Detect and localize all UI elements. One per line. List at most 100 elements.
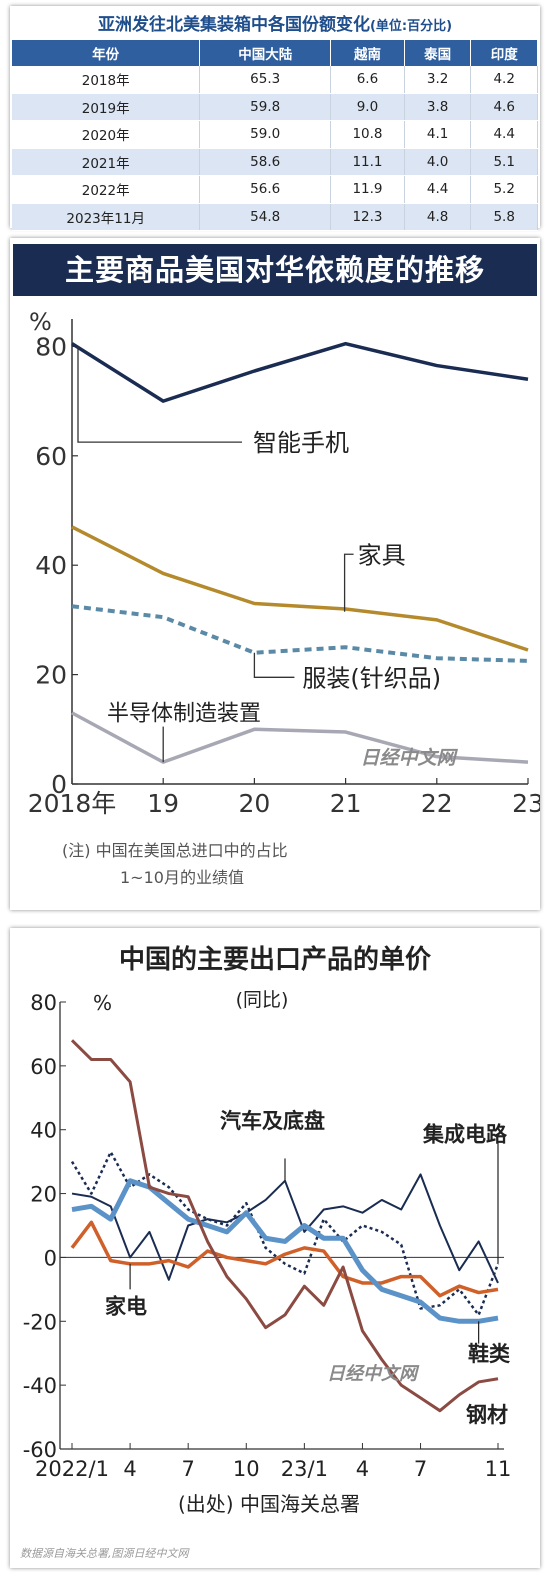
table-header-cell: 泰国 — [404, 40, 472, 66]
table-row: 2021年 58.6 11.1 4.0 5.1 — [12, 148, 538, 176]
label-steel: 钢材 — [466, 1403, 508, 1427]
chart2-series-line-3 — [71, 1178, 499, 1324]
y-tick-label: 0 — [51, 770, 67, 799]
chart2-watermark: 日经中文网 — [327, 1363, 420, 1384]
table-cell: 58.6 — [199, 148, 332, 176]
table-cell: 2022年 — [12, 175, 201, 204]
unit-price-chart-panel: 中国的主要出口产品的单价 (同比)% 80 60 40 20 0 -20 -40 -60 2022/… — [10, 928, 540, 1568]
table-cell: 3.2 — [404, 66, 472, 94]
chart2-unit: % — [93, 991, 112, 1015]
chart2-y-tick-label: -60 — [23, 1438, 57, 1462]
chart2-x-tick-label: 23/1 — [281, 1457, 328, 1481]
chart2-y-tick-label: 60 — [30, 1055, 57, 1079]
chart2-x-tick-label: 7 — [181, 1457, 194, 1481]
chart2-x-tick-label: 2022/1 — [35, 1457, 109, 1481]
chart2-y-tick-label: 20 — [30, 1183, 57, 1207]
dependency-chart-panel: 主要商品美国对华依赖度的推移 % 0 20 40 60 80 2018年 19 20 21 22 23… — [10, 238, 540, 910]
table-cell: 54.8 — [199, 203, 332, 231]
table-cell: 59.8 — [199, 93, 332, 121]
table-row: 2019年 59.8 9.0 3.8 4.6 — [12, 93, 538, 121]
table-header-cell: 印度 — [470, 40, 538, 66]
leader-smartphone — [77, 346, 242, 443]
table-cell: 4.6 — [470, 93, 538, 121]
chart1-watermark: 日经中文网 — [360, 747, 458, 769]
chart2-series-line-1 — [71, 1173, 499, 1284]
table-cell: 12.3 — [330, 203, 405, 231]
table-cell: 65.3 — [199, 66, 332, 94]
y-tick-label: 60 — [35, 442, 67, 471]
chart2-y-tick-label: -40 — [23, 1374, 57, 1398]
table-cell: 4.4 — [470, 120, 538, 149]
chart2-x-tick-label: 11 — [485, 1457, 512, 1481]
table-cell: 4.2 — [470, 66, 538, 94]
series-line-1 — [71, 525, 529, 652]
table-title-text: 亚洲发往北美集装箱中各国份额变化 — [97, 15, 370, 35]
share-table: 年份 中国大陆 越南 泰国 印度 2018年 65.3 6.6 3.2 4.2 2019年 59.8… — [12, 40, 538, 231]
chart2-subtitle: (同比) — [236, 989, 289, 1011]
table-header-cell: 越南 — [330, 40, 405, 66]
label-shoes: 鞋类 — [468, 1342, 511, 1366]
table-row: 2020年 59.0 10.8 4.1 4.4 — [12, 120, 538, 149]
label-appliance: 家电 — [105, 1294, 147, 1318]
table-cell: 5.2 — [470, 175, 538, 204]
table-cell: 4.1 — [404, 120, 472, 149]
x-tick-label: 19 — [147, 789, 179, 818]
chart2-x-tick-label: 4 — [356, 1457, 369, 1481]
table-row: 2018年 65.3 6.6 3.2 4.2 — [12, 66, 538, 94]
table-cell: 3.8 — [404, 93, 472, 121]
x-tick-label: 2018年 — [28, 789, 117, 818]
chart2-svg: 中国的主要出口产品的单价 (同比)% 80 60 40 20 0 -20 -40 -602022/… — [23, 944, 512, 1516]
x-tick-label: 20 — [238, 789, 270, 818]
table-cell: 56.6 — [199, 175, 332, 204]
table-cell: 59.0 — [199, 120, 332, 149]
label-smartphone: 智能手机 — [253, 429, 349, 457]
series-line-2 — [71, 604, 529, 663]
table-header-cell: 年份 — [12, 40, 201, 66]
chart2-x-tick-label: 10 — [233, 1457, 260, 1481]
series-line-3 — [71, 711, 529, 764]
table-cell: 4.4 — [404, 175, 472, 204]
label-auto: 汽车及底盘 — [220, 1109, 325, 1133]
table-cell: 11.9 — [330, 175, 405, 204]
table-cell: 10.8 — [330, 120, 405, 149]
chart1-note1: (注) 中国在美国总进口中的占比 — [62, 841, 288, 860]
chart2-series-line-4 — [70, 1039, 499, 1413]
chart2-x-tick-label: 4 — [123, 1457, 136, 1481]
label-apparel: 服装(针织品) — [302, 664, 441, 692]
chart2-title: 中国的主要出口产品的单价 — [119, 944, 432, 975]
leader-furniture — [343, 553, 354, 612]
table-row: 2022年 56.6 11.9 4.4 5.2 — [12, 175, 538, 204]
chart2-x-tick-label: 7 — [414, 1457, 427, 1481]
share-table-panel: 亚洲发往北美集装箱中各国份额变化(单位:百分比) 年份 中国大陆 越南 泰国 印度 20… — [10, 6, 540, 231]
y-tick-label: 20 — [35, 661, 67, 690]
table-cell: 2020年 — [12, 120, 201, 149]
source-footnote: 数据源自海关总署,图源日经中文网 — [20, 1547, 189, 1560]
chart2-series-line-2 — [70, 1220, 499, 1298]
chart2-y-tick-label: 80 — [30, 991, 57, 1015]
table-body: 2018年 65.3 6.6 3.2 4.2 2019年 59.8 9.0 3.8 4.6 2020… — [12, 66, 538, 231]
chart2-source: (出处) 中国海关总署 — [178, 1492, 360, 1516]
chart1-note2: 1~10月的业绩值 — [120, 868, 244, 887]
table-cell: 5.8 — [470, 203, 538, 231]
table-header-cell: 中国大陆 — [199, 40, 332, 66]
table-cell: 6.6 — [330, 66, 405, 94]
table-cell: 2019年 — [12, 93, 201, 121]
label-ic: 集成电路 — [422, 1122, 508, 1146]
y-tick-label: 80 — [35, 332, 67, 361]
table-cell: 11.1 — [330, 148, 405, 176]
leader-apparel — [253, 652, 295, 678]
chart2-y-tick-label: 40 — [30, 1119, 57, 1143]
chart2-y-tick-label: 0 — [44, 1246, 57, 1270]
table-cell: 2018年 — [12, 66, 201, 94]
x-tick-label: 22 — [421, 789, 453, 818]
table-cell: 2023年11月 — [12, 203, 201, 231]
table-cell: 9.0 — [330, 93, 405, 121]
table-unit: (单位:百分比) — [369, 19, 453, 34]
table-row: 2023年11月 54.8 12.3 4.8 5.8 — [12, 203, 538, 231]
x-tick-label: 21 — [330, 789, 362, 818]
table-cell: 5.1 — [470, 148, 538, 176]
label-furniture: 家具 — [358, 541, 406, 569]
y-unit-label: % — [29, 308, 52, 336]
table-title: 亚洲发往北美集装箱中各国份额变化(单位:百分比) — [10, 10, 540, 35]
